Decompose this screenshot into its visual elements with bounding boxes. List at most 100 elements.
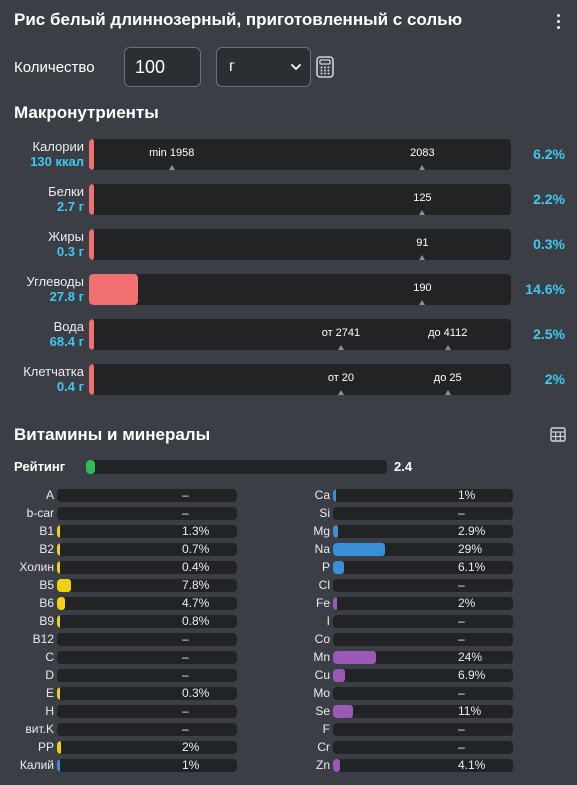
nutrient-bar (333, 561, 513, 574)
nutrient-row: Mo – (276, 685, 526, 701)
nutrient-row: Калий 1% (0, 757, 250, 773)
nutrient-bar (333, 741, 513, 754)
macro-value: 68.4 г (49, 334, 84, 349)
unit-select-value: г (229, 58, 235, 75)
macro-bar: 91 (89, 229, 511, 260)
macro-bar-fill (89, 364, 94, 395)
nutrient-name: B12 (32, 632, 54, 646)
kebab-menu-icon[interactable] (550, 10, 566, 32)
norm-marker-label: 125 (413, 192, 432, 204)
nutrient-bar (57, 615, 237, 628)
nutrient-row: I – (276, 613, 526, 629)
nutrient-bar (333, 759, 513, 772)
norm-marker-label: от 20 (327, 372, 355, 384)
nutrient-percent: 2% (182, 740, 200, 754)
macro-value: 0.3 г (56, 244, 84, 259)
macro-row: Вода 68.4 г от 2741 до 4112 2.5% (0, 319, 577, 351)
calculator-icon[interactable] (316, 56, 334, 78)
nutrient-row: Cl – (276, 577, 526, 593)
nutrient-row: Fe 2% (276, 595, 526, 611)
nutrient-bar-fill (57, 597, 66, 610)
nutrient-name: B6 (39, 596, 54, 610)
nutrient-name: B1 (39, 524, 54, 538)
nutrient-name: H (45, 704, 54, 718)
nutrient-name: E (45, 686, 54, 700)
table-icon[interactable] (550, 427, 566, 442)
nutrient-percent: – (458, 740, 465, 754)
nutrient-row: P 6.1% (276, 559, 526, 575)
nutrient-bar-fill (57, 741, 61, 754)
nutrient-bar-fill (333, 525, 339, 538)
norm-marker-tick (444, 345, 451, 350)
nutrient-name: Калий (19, 758, 54, 772)
nutrient-bar (57, 489, 237, 502)
norm-marker-tick (419, 255, 426, 260)
macro-percent: 0.3% (533, 236, 565, 252)
macro-bar-fill (89, 274, 139, 305)
nutrient-name: A (45, 488, 54, 502)
nutrient-row: B6 4.7% (0, 595, 250, 611)
nutrient-row: H – (0, 703, 250, 719)
nutrient-row: Mn 24% (276, 649, 526, 665)
vitamins-heading: Витамины и минералы (14, 425, 211, 444)
macro-name: Клетчатка (23, 364, 84, 379)
nutrient-bar (57, 687, 237, 700)
nutrient-percent: 4.7% (182, 596, 210, 610)
nutrient-bar (333, 651, 513, 664)
nutrient-percent: – (458, 722, 465, 736)
macro-row: Белки 2.7 г 125 2.2% (0, 184, 577, 216)
nutrient-name: Ca (314, 488, 330, 502)
nutrient-row: E 0.3% (0, 685, 250, 701)
nutrient-percent: 6.9% (458, 668, 486, 682)
quantity-input[interactable] (124, 47, 201, 87)
rating-bar-fill (86, 460, 96, 474)
nutrient-percent: 2.9% (458, 524, 486, 538)
nutrient-name: PP (37, 740, 54, 754)
nutrient-bar (57, 633, 237, 646)
nutrient-name: Холин (19, 560, 54, 574)
rating-label: Рейтинг (14, 459, 66, 474)
norm-marker-tick (419, 210, 426, 215)
nutrient-name: Zn (315, 758, 330, 772)
nutrient-bar-fill (333, 597, 337, 610)
macro-percent: 2% (544, 371, 565, 387)
quantity-label: Количество (14, 59, 95, 76)
nutrient-percent: 0.8% (182, 614, 210, 628)
nutrient-name: B9 (39, 614, 54, 628)
nutrient-row: Si – (276, 505, 526, 521)
nutrient-bar (333, 669, 513, 682)
rating-value: 2.4 (394, 459, 413, 474)
nutrient-bar-fill (333, 489, 336, 502)
norm-marker-tick (337, 390, 344, 395)
nutrient-percent: – (458, 686, 465, 700)
nutrient-percent: 7.8% (182, 578, 210, 592)
macro-percent: 2.5% (533, 326, 565, 342)
macro-bar: min 1958 2083 (89, 139, 511, 170)
macro-bar-fill (89, 184, 94, 215)
macros-heading: Макронутриенты (14, 103, 159, 122)
unit-select[interactable]: г (216, 47, 311, 87)
nutrient-row: Mg 2.9% (276, 523, 526, 539)
nutrient-bar-fill (333, 543, 386, 556)
nutrient-row: Se 11% (276, 703, 526, 719)
nutrient-row: F – (276, 721, 526, 737)
nutrient-row: Cr – (276, 739, 526, 755)
nutrient-bar-fill (57, 543, 60, 556)
nutrient-bar (57, 597, 237, 610)
rating-bar (86, 460, 387, 474)
macro-bar-fill (89, 139, 94, 170)
nutrient-name: Mg (313, 524, 330, 538)
norm-marker-label: 2083 (410, 147, 435, 159)
nutrient-name: P (321, 560, 330, 574)
macro-bar-fill (89, 319, 94, 350)
nutrient-bar-fill (333, 651, 377, 664)
nutrient-name: B2 (39, 542, 54, 556)
nutrient-row: B9 0.8% (0, 613, 250, 629)
nutrient-name: Mn (313, 650, 330, 664)
norm-marker-tick (419, 165, 426, 170)
nutrient-bar (333, 507, 513, 520)
nutrient-percent: 0.4% (182, 560, 210, 574)
macro-name: Вода (53, 319, 84, 334)
nutrient-percent: – (182, 506, 189, 520)
nutrient-percent: 2% (458, 596, 476, 610)
